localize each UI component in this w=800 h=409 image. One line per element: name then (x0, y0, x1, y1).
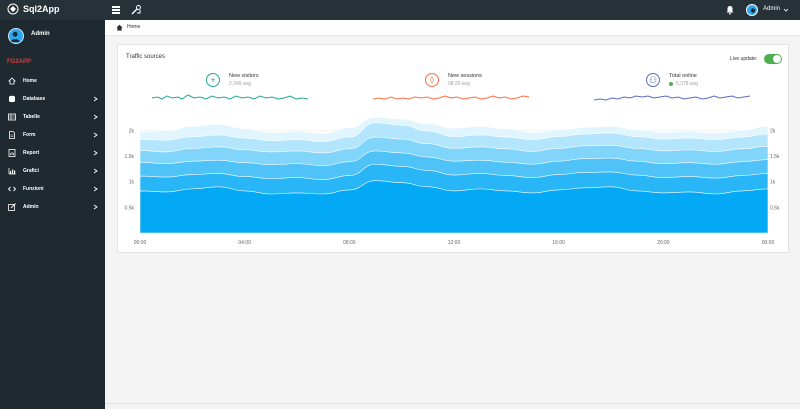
y-tick-label-right: 0.5k (770, 205, 780, 211)
chevron-right-icon (93, 114, 98, 120)
sparkline-new-visitors (152, 94, 309, 100)
sidebar: Admin FG2APP Home Database Tabelle Form … (0, 20, 105, 409)
chevron-right-icon (93, 186, 98, 192)
y-tick-label-left: 1.5k (125, 154, 135, 160)
form-icon (9, 131, 15, 139)
x-tick-label: 00:00 (762, 240, 775, 246)
y-tick-label-left: 1k (129, 180, 135, 186)
logo-icon (7, 3, 19, 15)
card-title: Traffic sources (126, 54, 166, 60)
sidebar-item-database[interactable]: Database (0, 90, 105, 108)
stat-total-online: ⚇ Total online 5,378 avg (646, 73, 698, 87)
sidebar-item-label: Tabelle (23, 114, 40, 120)
menu-toggle-icon[interactable] (112, 6, 120, 14)
sidebar-item-admin[interactable]: Admin (0, 198, 105, 216)
y-tick-label-left: 2k (129, 128, 135, 134)
y-tick-label-right: 1.5k (770, 154, 780, 160)
avatar[interactable] (746, 4, 758, 16)
sidebar-item-label: Funzioni (23, 186, 44, 192)
stat-avg: 08:20 avg (448, 81, 470, 87)
stat-avg: 2,349 avg (229, 81, 251, 87)
x-tick-label: 20:00 (657, 240, 670, 246)
traffic-sources-card: 0.5k 0.5k 1k 1k 1.5k 1.5k 2k 2k 00:00 04:00 08:00 1… (117, 44, 789, 253)
sidebar-item-funzioni[interactable]: Funzioni (0, 180, 105, 198)
chevron-right-icon (93, 150, 98, 156)
sidebar-user-name: Admin (31, 31, 50, 37)
x-tick-label: 00:00 (134, 240, 147, 246)
breadcrumb-item-home[interactable]: Home (127, 24, 141, 30)
stat-new-sessions: ◊ New sessions 08:20 avg (425, 73, 482, 87)
chevron-right-icon (93, 168, 98, 174)
chevron-right-icon (93, 204, 98, 210)
stat-avg: 5,378 avg (676, 81, 698, 87)
sidebar-item-label: Database (23, 96, 46, 102)
sidebar-item-label: Report (23, 150, 40, 156)
stat-label: Total online (669, 73, 697, 79)
footer-divider (105, 403, 800, 404)
traffic-chart: 0.5k 0.5k 1k 1k 1.5k 1.5k 2k 2k 00:00 04:00 08:00 1… (125, 116, 780, 246)
x-tick-label: 12:00 (448, 240, 461, 246)
sidebar-item-form[interactable]: Form (0, 126, 105, 144)
stat-label: New visitors (229, 73, 259, 79)
code-icon (8, 186, 16, 192)
chart-icon (8, 168, 16, 175)
sidebar-item-tabelle[interactable]: Tabelle (0, 108, 105, 126)
online-dot-icon (669, 82, 673, 86)
brand[interactable]: Sql2App (7, 3, 60, 15)
area-series-1 (139, 180, 769, 234)
x-tick-label: 16:00 (552, 240, 565, 246)
people-icon: ⚇ (646, 73, 660, 87)
report-icon (8, 149, 16, 157)
sidebar-item-report[interactable]: Report (0, 144, 105, 162)
app-title: Sql2App (23, 4, 60, 14)
sparkline-total-online (594, 95, 751, 101)
y-tick-label-right: 1k (770, 180, 776, 186)
sidebar-section-title: FG2APP (7, 59, 32, 65)
sidebar-item-label: Form (23, 132, 36, 138)
sidebar-menu: Home Database Tabelle Form Report Grafic… (0, 72, 105, 216)
stat-label: New sessions (448, 73, 482, 79)
sidebar-item-home[interactable]: Home (0, 72, 105, 90)
chevron-right-icon (93, 96, 98, 102)
sidebar-item-label: Home (23, 78, 37, 84)
clock-icon: ◊ (425, 73, 439, 87)
bell-icon[interactable] (725, 5, 735, 15)
y-tick-label-left: 0.5k (125, 205, 135, 211)
avatar (8, 28, 24, 44)
top-bar: Sql2App Admin (0, 0, 800, 20)
edit-icon (8, 203, 16, 211)
database-icon (9, 95, 15, 103)
x-tick-label: 04:00 (238, 240, 251, 246)
chevron-right-icon (93, 132, 98, 138)
table-icon (8, 113, 16, 121)
home-icon (8, 77, 16, 85)
live-update-toggle[interactable] (764, 54, 782, 64)
breadcrumb: Home (105, 20, 800, 36)
tools-icon[interactable] (130, 4, 142, 16)
sidebar-item-label: Grafici (23, 168, 39, 174)
y-tick-label-right: 2k (770, 128, 776, 134)
live-update-label: Live update: (730, 56, 758, 62)
sidebar-item-grafici[interactable]: Grafici (0, 162, 105, 180)
chevron-down-icon[interactable] (783, 7, 789, 13)
home-icon[interactable] (116, 24, 123, 31)
plus-icon: + (206, 73, 220, 87)
sidebar-item-label: Admin (23, 204, 39, 210)
user-menu-label[interactable]: Admin (763, 6, 781, 12)
x-tick-label: 08:00 (343, 240, 356, 246)
sparkline-new-sessions (373, 95, 530, 100)
stat-new-visitors: + New visitors 2,349 avg (206, 73, 259, 87)
